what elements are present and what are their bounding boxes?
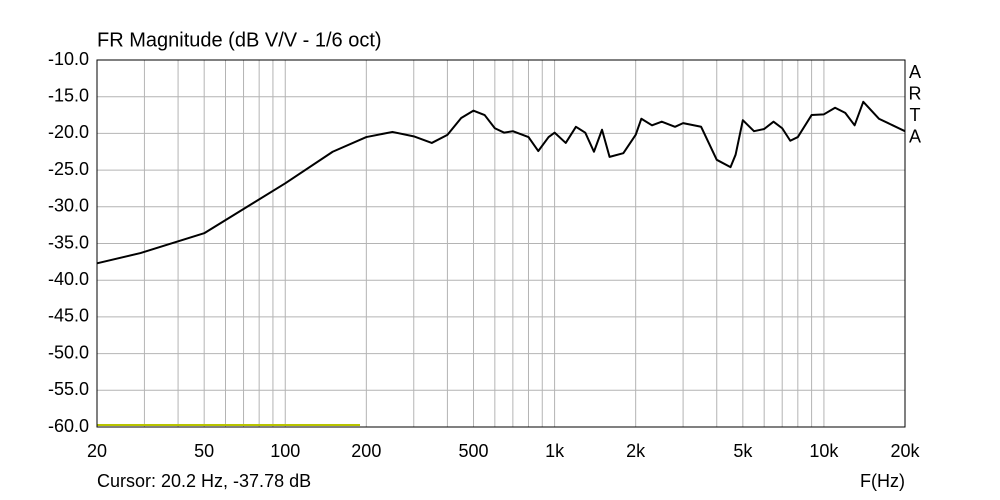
response-curve [96, 100, 906, 265]
chart-title: FR Magnitude (dB V/V - 1/6 oct) [97, 29, 382, 51]
x-tick-label: 500 [458, 441, 488, 461]
x-tick-label: 2k [626, 441, 646, 461]
y-tick-label: -35.0 [48, 232, 89, 252]
x-tick-label: 5k [733, 441, 753, 461]
x-tick-label: 50 [194, 441, 214, 461]
watermark-letter: T [910, 105, 921, 125]
y-tick-label: -40.0 [48, 269, 89, 289]
y-tick-label: -45.0 [48, 306, 89, 326]
plot-frame [96, 59, 906, 428]
x-tick-label: 1k [545, 441, 565, 461]
x-tick-label: 20k [890, 441, 920, 461]
x-tick-label: 200 [351, 441, 381, 461]
watermark-letter: R [909, 83, 922, 103]
cursor-readout: Cursor: 20.2 Hz, -37.78 dB [97, 471, 311, 491]
y-tick-label: -30.0 [48, 196, 89, 216]
y-tick-label: -55.0 [48, 379, 89, 399]
x-tick-label: 20 [87, 441, 107, 461]
y-tick-label: -25.0 [48, 159, 89, 179]
y-tick-label: -15.0 [48, 85, 89, 105]
x-axis-label: F(Hz) [860, 471, 905, 491]
y-tick-label: -10.0 [48, 49, 89, 69]
x-tick-label: 10k [809, 441, 839, 461]
y-tick-label: -20.0 [48, 122, 89, 142]
watermark-letter: A [909, 62, 921, 82]
x-tick-label: 100 [270, 441, 300, 461]
watermark-letter: A [909, 126, 921, 146]
y-tick-label: -50.0 [48, 342, 89, 362]
y-tick-label: -60.0 [48, 416, 89, 436]
grid [96, 59, 906, 428]
